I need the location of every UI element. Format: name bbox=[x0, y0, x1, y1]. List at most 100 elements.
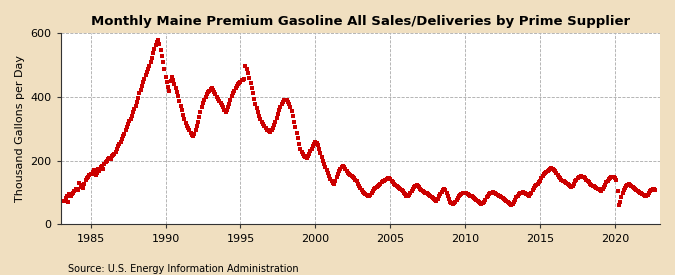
Point bbox=[612, 189, 623, 193]
Point bbox=[140, 73, 151, 78]
Point bbox=[445, 199, 456, 204]
Point bbox=[640, 194, 651, 198]
Point bbox=[386, 178, 397, 183]
Point bbox=[92, 171, 103, 175]
Point bbox=[86, 172, 97, 176]
Point bbox=[515, 191, 526, 196]
Point bbox=[103, 157, 113, 161]
Point bbox=[354, 183, 364, 188]
Point bbox=[448, 202, 458, 206]
Point bbox=[416, 188, 427, 192]
Point bbox=[442, 194, 453, 198]
Point bbox=[566, 185, 576, 189]
Point bbox=[587, 183, 598, 188]
Point bbox=[148, 51, 159, 55]
Point bbox=[155, 48, 166, 52]
Point bbox=[280, 97, 291, 102]
Point bbox=[249, 97, 260, 101]
Point bbox=[641, 194, 651, 199]
Point bbox=[161, 79, 172, 84]
Point bbox=[521, 192, 532, 196]
Point bbox=[395, 187, 406, 191]
Point bbox=[392, 184, 402, 188]
Point bbox=[583, 180, 594, 185]
Point bbox=[290, 125, 301, 130]
Point bbox=[578, 175, 589, 180]
Point bbox=[199, 97, 210, 102]
Point bbox=[481, 195, 492, 200]
Point bbox=[78, 186, 88, 190]
Point bbox=[506, 202, 517, 207]
Point bbox=[571, 178, 582, 182]
Point bbox=[564, 182, 574, 187]
Title: Monthly Maine Premium Gasoline All Sales/Deliveries by Prime Supplier: Monthly Maine Premium Gasoline All Sales… bbox=[91, 15, 630, 28]
Point bbox=[101, 160, 111, 164]
Point bbox=[169, 82, 180, 87]
Point bbox=[646, 188, 657, 192]
Point bbox=[122, 125, 132, 130]
Point bbox=[254, 114, 265, 118]
Point bbox=[217, 105, 228, 109]
Point bbox=[477, 200, 488, 205]
Point bbox=[146, 56, 157, 60]
Point bbox=[479, 199, 489, 204]
Point bbox=[585, 182, 595, 186]
Point bbox=[79, 182, 90, 186]
Point bbox=[549, 169, 560, 173]
Point bbox=[639, 193, 649, 197]
Point bbox=[273, 111, 284, 116]
Point bbox=[136, 84, 147, 88]
Point bbox=[440, 188, 451, 192]
Point bbox=[355, 186, 366, 190]
Point bbox=[126, 113, 137, 118]
Point bbox=[561, 181, 572, 185]
Point bbox=[405, 191, 416, 196]
Point bbox=[567, 183, 578, 188]
Point bbox=[124, 119, 135, 123]
Point bbox=[628, 186, 639, 190]
Point bbox=[200, 95, 211, 99]
Point bbox=[425, 194, 436, 199]
Point bbox=[195, 110, 206, 114]
Point bbox=[533, 180, 544, 185]
Point bbox=[382, 176, 393, 180]
Point bbox=[202, 90, 213, 95]
Point bbox=[599, 185, 610, 189]
Point bbox=[580, 176, 591, 180]
Point bbox=[648, 187, 659, 191]
Point bbox=[402, 194, 413, 199]
Point bbox=[645, 189, 655, 193]
Point bbox=[205, 87, 216, 91]
Point bbox=[144, 64, 155, 68]
Point bbox=[271, 116, 282, 120]
Point bbox=[426, 195, 437, 200]
Point bbox=[321, 167, 332, 172]
Point bbox=[429, 197, 439, 201]
Point bbox=[317, 155, 327, 159]
Point bbox=[72, 187, 82, 191]
Point bbox=[602, 178, 613, 183]
Point bbox=[256, 120, 267, 124]
Point bbox=[608, 175, 619, 180]
Point bbox=[163, 85, 173, 89]
Point bbox=[269, 123, 279, 127]
Point bbox=[60, 196, 71, 200]
Point bbox=[132, 100, 142, 104]
Point bbox=[276, 102, 287, 106]
Point bbox=[510, 197, 520, 202]
Point bbox=[317, 159, 328, 163]
Point bbox=[294, 142, 304, 146]
Point bbox=[339, 165, 350, 169]
Point bbox=[427, 196, 438, 200]
Point bbox=[327, 181, 338, 185]
Point bbox=[232, 84, 242, 88]
Point bbox=[98, 167, 109, 171]
Point bbox=[414, 185, 425, 189]
Point bbox=[547, 167, 558, 171]
Point bbox=[379, 178, 389, 183]
Point bbox=[618, 188, 629, 192]
Point bbox=[352, 182, 363, 186]
Point bbox=[68, 190, 78, 195]
Point bbox=[418, 190, 429, 194]
Point bbox=[630, 187, 641, 191]
